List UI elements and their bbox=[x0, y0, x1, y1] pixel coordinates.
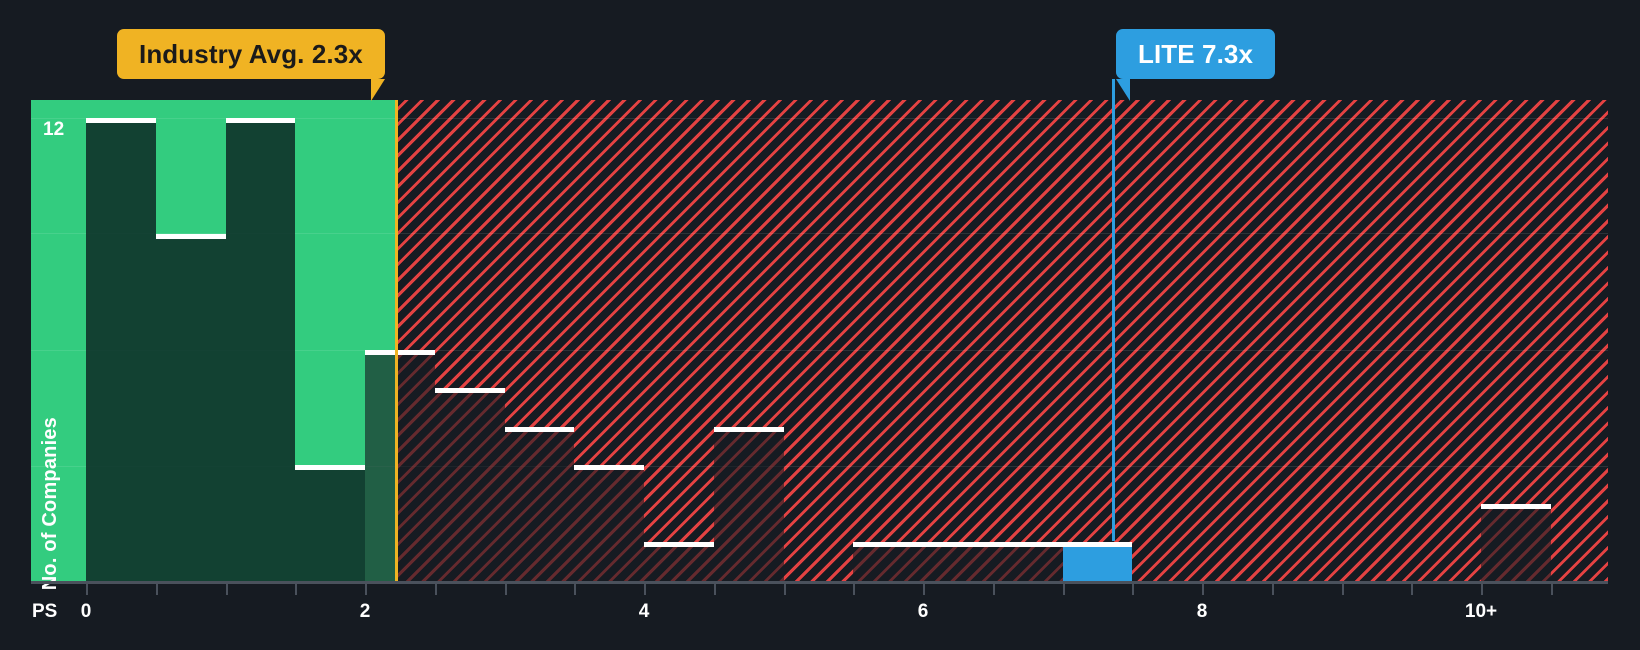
bar-cap bbox=[504, 426, 575, 432]
bar-cap bbox=[574, 465, 644, 471]
x-axis-tick bbox=[853, 584, 856, 595]
x-axis-tick bbox=[1132, 584, 1135, 595]
x-axis-tick-label: 6 bbox=[917, 601, 929, 622]
company-marker-line bbox=[1112, 79, 1115, 541]
bar-cap bbox=[923, 542, 993, 548]
bar-cap bbox=[853, 542, 923, 548]
x-axis-tick-label: 10+ bbox=[1464, 601, 1498, 622]
bar[interactable] bbox=[1481, 503, 1551, 581]
bar[interactable] bbox=[434, 388, 505, 581]
bar-cap bbox=[1481, 503, 1551, 509]
callout-tail-icon bbox=[1116, 79, 1130, 101]
bar-cap bbox=[225, 118, 296, 123]
x-axis-tick bbox=[992, 584, 995, 595]
x-axis-tick bbox=[1271, 584, 1274, 595]
bar[interactable] bbox=[225, 118, 296, 581]
x-axis-tick bbox=[295, 584, 298, 595]
gridline-3 bbox=[31, 466, 1608, 467]
company-marker-callout-label: LITE 7.3x bbox=[1138, 38, 1254, 69]
x-axis-tick bbox=[783, 584, 786, 595]
x-axis-tick bbox=[1062, 584, 1065, 595]
x-axis-tick-label: 2 bbox=[359, 601, 371, 622]
bar[interactable] bbox=[992, 542, 1063, 581]
bar[interactable] bbox=[155, 233, 226, 581]
bar[interactable] bbox=[853, 542, 923, 581]
bar-cap bbox=[434, 388, 505, 394]
bar[interactable] bbox=[923, 542, 993, 581]
x-axis-tick bbox=[923, 584, 925, 595]
x-axis-tick bbox=[434, 584, 437, 595]
x-axis-tick bbox=[1550, 584, 1553, 595]
x-axis-tick-label: 4 bbox=[638, 601, 650, 622]
y-axis-top-value: 12 bbox=[43, 119, 65, 140]
bar-cap bbox=[644, 542, 714, 548]
x-axis-tick bbox=[1481, 584, 1483, 595]
overvalued-zone bbox=[396, 100, 1608, 581]
x-axis-tick bbox=[1411, 584, 1414, 595]
bar[interactable] bbox=[574, 465, 644, 581]
industry-average-callout-label: Industry Avg. 2.3x bbox=[139, 38, 363, 69]
x-axis-tick bbox=[86, 584, 88, 595]
x-axis-tick bbox=[365, 584, 367, 595]
y-axis-title: No. of Companies bbox=[39, 416, 61, 590]
x-axis-tick bbox=[1341, 584, 1344, 595]
bar-cap bbox=[365, 349, 435, 355]
callout-tail-icon bbox=[370, 79, 385, 101]
bar[interactable] bbox=[365, 349, 435, 581]
x-axis-tick bbox=[225, 584, 228, 595]
x-axis-line bbox=[31, 581, 1608, 584]
industry-average-line bbox=[395, 100, 398, 581]
gridline-6 bbox=[31, 350, 1608, 351]
x-axis-tick bbox=[713, 584, 716, 595]
bar-cap bbox=[86, 118, 156, 123]
gridline-9 bbox=[31, 233, 1608, 234]
x-axis-prefix-label: PS bbox=[32, 601, 58, 622]
x-axis-tick bbox=[155, 584, 158, 595]
bar-highlighted[interactable] bbox=[1062, 542, 1133, 581]
x-axis-tick bbox=[1202, 584, 1204, 595]
bar-cap bbox=[295, 465, 365, 471]
bar-cap bbox=[713, 426, 784, 432]
x-axis-tick-label: 0 bbox=[80, 601, 92, 622]
bar-cap bbox=[1062, 542, 1133, 548]
bar-cap bbox=[155, 233, 226, 239]
company-marker-callout[interactable]: LITE 7.3x bbox=[1116, 29, 1276, 101]
bar[interactable] bbox=[713, 426, 784, 581]
gridline-12 bbox=[31, 118, 1608, 119]
x-axis-tick bbox=[574, 584, 577, 595]
x-axis-tick-label: 8 bbox=[1196, 601, 1208, 622]
bar[interactable] bbox=[644, 542, 714, 581]
industry-average-callout[interactable]: Industry Avg. 2.3x bbox=[117, 29, 385, 101]
bar[interactable] bbox=[504, 426, 575, 581]
bar[interactable] bbox=[295, 465, 365, 581]
bar[interactable] bbox=[86, 118, 156, 581]
bar-cap bbox=[992, 542, 1063, 548]
x-axis-tick bbox=[504, 584, 507, 595]
x-axis-tick bbox=[644, 584, 646, 595]
